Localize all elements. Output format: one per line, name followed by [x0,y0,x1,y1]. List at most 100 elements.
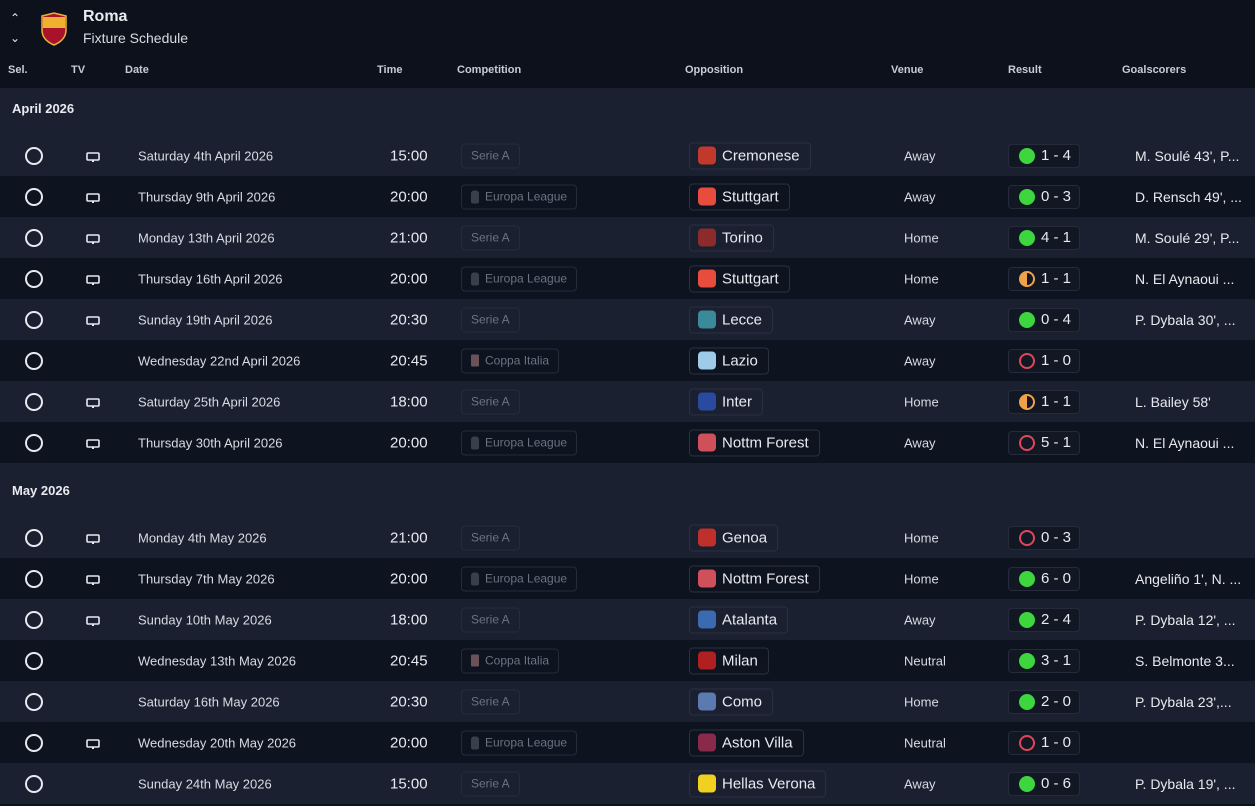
fixture-row[interactable]: Wednesday 20th May 2026 20:00 Europa Lea… [0,722,1255,763]
competition-chip[interactable]: Serie A [461,607,520,632]
fixture-row[interactable]: Thursday 16th April 2026 20:00 Europa Le… [0,258,1255,299]
col-result[interactable]: Result [1008,64,1042,76]
fixture-row[interactable]: Saturday 16th May 2026 20:30 Serie A Com… [0,681,1255,722]
fixture-time: 20:00 [390,188,428,205]
club-badge-icon [698,651,716,670]
opposition-chip[interactable]: Cremonese [689,142,811,169]
result-chip[interactable]: 2 - 0 [1008,689,1081,714]
opposition-chip[interactable]: Inter [689,388,764,415]
result-chip[interactable]: 1 - 0 [1008,730,1081,755]
chevron-up-icon[interactable]: ⌃ [10,11,21,25]
opposition-chip[interactable]: Nottm Forest [689,565,820,592]
opposition-chip[interactable]: Torino [689,224,774,251]
result-chip[interactable]: 1 - 1 [1008,389,1081,414]
competition-chip[interactable]: Europa League [461,730,578,755]
opposition-chip[interactable]: Atalanta [689,606,789,633]
col-time[interactable]: Time [377,64,403,76]
fixture-row[interactable]: Thursday 9th April 2026 20:00 Europa Lea… [0,176,1255,217]
competition-chip[interactable]: Serie A [461,525,520,550]
select-radio[interactable] [25,610,43,629]
fixture-row[interactable]: Sunday 24th May 2026 15:00 Serie A Hella… [0,763,1255,804]
venue: Home [904,394,939,409]
select-radio[interactable] [25,733,43,752]
select-radio[interactable] [25,269,43,288]
page-header: ⌃ ⌄ Roma Fixture Schedule [0,0,1255,56]
opposition-chip[interactable]: Como [689,688,774,715]
result-chip[interactable]: 3 - 1 [1008,648,1081,673]
select-radio[interactable] [25,187,43,206]
fixture-row[interactable]: Wednesday 13th May 2026 20:45 Coppa Ital… [0,640,1255,681]
competition-chip[interactable]: Europa League [461,184,578,209]
score: 5 - 1 [1041,434,1072,451]
competition-chip[interactable]: Serie A [461,307,520,332]
goalscorers: N. El Aynaoui ... [1135,270,1235,287]
tv-icon [86,192,100,203]
result-chip[interactable]: 6 - 0 [1008,566,1081,591]
result-chip[interactable]: 1 - 0 [1008,348,1081,373]
select-radio[interactable] [25,774,43,793]
result-chip[interactable]: 0 - 6 [1008,771,1081,796]
fixture-row[interactable]: Sunday 19th April 2026 20:30 Serie A Lec… [0,299,1255,340]
competition-chip[interactable]: Serie A [461,771,520,796]
fixture-date: Monday 4th May 2026 [138,530,267,545]
select-radio[interactable] [25,392,43,411]
opposition-chip[interactable]: Genoa [689,524,779,551]
competition-chip[interactable]: Serie A [461,225,520,250]
fixture-row[interactable]: Sunday 10th May 2026 18:00 Serie A Atala… [0,599,1255,640]
competition-chip[interactable]: Coppa Italia [461,348,560,373]
opposition-chip[interactable]: Hellas Verona [689,770,827,797]
col-opposition[interactable]: Opposition [685,64,744,76]
select-radio[interactable] [25,228,43,247]
col-venue[interactable]: Venue [891,64,924,76]
result-chip[interactable]: 2 - 4 [1008,607,1081,632]
select-radio[interactable] [25,528,43,547]
col-date[interactable]: Date [125,64,149,76]
result-chip[interactable]: 0 - 3 [1008,525,1081,550]
col-sel[interactable]: Sel. [8,64,28,76]
competition-chip[interactable]: Europa League [461,566,578,591]
select-radio[interactable] [25,433,43,452]
opposition-chip[interactable]: Lazio [689,347,769,374]
fixture-row[interactable]: Thursday 7th May 2026 20:00 Europa Leagu… [0,558,1255,599]
opposition-chip[interactable]: Stuttgart [689,183,790,210]
select-radio[interactable] [25,692,43,711]
col-competition[interactable]: Competition [457,64,522,76]
col-tv[interactable]: TV [71,64,86,76]
result-chip[interactable]: 0 - 4 [1008,307,1081,332]
page-subtitle: Fixture Schedule [83,30,189,46]
competition-chip[interactable]: Serie A [461,143,520,168]
result-loss-icon [1019,434,1035,451]
fixture-row[interactable]: Wednesday 22nd April 2026 20:45 Coppa It… [0,340,1255,381]
competition-chip[interactable]: Serie A [461,389,520,414]
select-radio[interactable] [25,351,43,370]
competition-chip[interactable]: Serie A [461,689,520,714]
fixture-row[interactable]: Saturday 25th April 2026 18:00 Serie A I… [0,381,1255,422]
result-chip[interactable]: 1 - 4 [1008,143,1081,168]
select-radio[interactable] [25,651,43,670]
opposition-chip[interactable]: Stuttgart [689,265,790,292]
club-badge-icon [698,187,716,206]
select-radio[interactable] [25,569,43,588]
result-chip[interactable]: 4 - 1 [1008,225,1081,250]
competition-chip[interactable]: Europa League [461,266,578,291]
fixture-row[interactable]: Saturday 4th April 2026 15:00 Serie A Cr… [0,135,1255,176]
opposition-chip[interactable]: Aston Villa [689,729,804,756]
fixture-row[interactable]: Thursday 30th April 2026 20:00 Europa Le… [0,422,1255,463]
chevron-down-icon[interactable]: ⌄ [10,31,21,45]
col-goalscorers[interactable]: Goalscorers [1122,64,1187,76]
competition-chip[interactable]: Europa League [461,430,578,455]
nav-arrows: ⌃ ⌄ [10,8,26,48]
competition-chip[interactable]: Coppa Italia [461,648,560,673]
opposition-chip[interactable]: Nottm Forest [689,429,820,456]
result-chip[interactable]: 1 - 1 [1008,266,1081,291]
select-radio[interactable] [25,310,43,329]
opposition-chip[interactable]: Milan [689,647,769,674]
select-radio[interactable] [25,146,43,165]
result-win-icon [1019,611,1035,628]
result-chip[interactable]: 0 - 3 [1008,184,1081,209]
fixture-row[interactable]: Monday 13th April 2026 21:00 Serie A Tor… [0,217,1255,258]
fixture-row[interactable]: Monday 4th May 2026 21:00 Serie A Genoa … [0,517,1255,558]
fixture-date: Saturday 25th April 2026 [138,394,281,409]
result-chip[interactable]: 5 - 1 [1008,430,1081,455]
opposition-chip[interactable]: Lecce [689,306,774,333]
